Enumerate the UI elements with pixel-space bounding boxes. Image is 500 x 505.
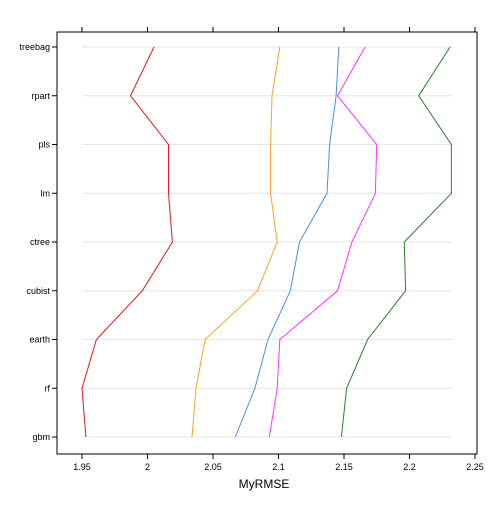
y-tick-label-rf: rf [45, 383, 51, 393]
y-tick-label-rpart: rpart [31, 91, 50, 101]
y-tick-label-gbm: gbm [32, 432, 50, 442]
series-line-3 [234, 46, 340, 438]
grid-layer [82, 46, 452, 438]
y-tick-label-lm: lm [41, 188, 51, 198]
series-line-5 [340, 46, 452, 438]
x-tick-label-1: 2 [145, 462, 150, 472]
series-layer [81, 46, 452, 438]
y-tick-label-ctree: ctree [30, 237, 50, 247]
x-tick-label-0: 1.95 [73, 462, 91, 472]
y-tick-label-treebag: treebag [19, 42, 50, 52]
x-tick-label-5: 2.2 [403, 462, 416, 472]
x-tick-label-4: 2.15 [335, 462, 353, 472]
y-axis: gbm rf earth cubist ctree lm pls rpart treebag [19, 42, 57, 442]
x-tick-label-3: 2.1 [272, 462, 285, 472]
y-tick-label-cubist: cubist [26, 286, 50, 296]
y-tick-label-pls: pls [38, 140, 50, 150]
y-tick-label-earth: earth [29, 335, 50, 345]
x-axis-title: MyRMSE [239, 477, 290, 491]
x-axis: 1.95 2 2.05 2.1 2.15 2.2 2.25 [73, 27, 484, 472]
x-tick-label-6: 2.25 [466, 462, 484, 472]
series-line-4 [268, 46, 378, 438]
series-line-2 [191, 46, 281, 438]
plot-panel [56, 31, 478, 455]
series-line-1 [81, 46, 173, 438]
x-tick-label-2: 2.05 [204, 462, 222, 472]
